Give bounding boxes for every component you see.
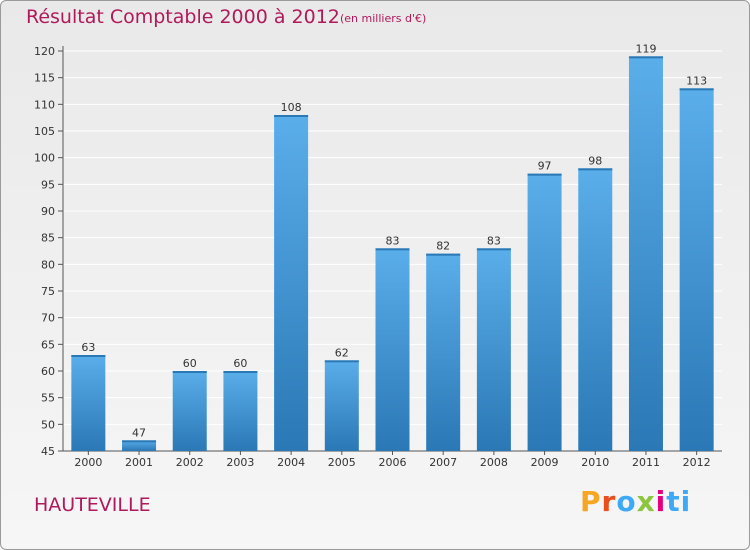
bar — [324, 360, 359, 451]
x-tick-label: 2004 — [277, 456, 305, 469]
bar — [122, 440, 157, 451]
x-tick-label: 2001 — [125, 456, 153, 469]
y-tick-label: 45 — [41, 445, 55, 458]
y-tick-label: 100 — [34, 152, 55, 165]
x-tick-label: 2009 — [531, 456, 559, 469]
y-tick-label: 55 — [41, 392, 55, 405]
x-tick-label: 2006 — [379, 456, 407, 469]
chart-title: Résultat Comptable 2000 à 2012 — [26, 6, 340, 28]
data-label: 119 — [635, 42, 656, 55]
bar — [375, 248, 410, 451]
proxiti-logo[interactable]: Proxiti — [580, 485, 691, 518]
bar-cap — [71, 355, 106, 357]
data-label: 113 — [686, 74, 707, 87]
labels: 63 47 60 60 108 62 83 82 83 97 98 119 113 — [81, 42, 707, 439]
y-tick-label: 80 — [41, 258, 55, 271]
data-label: 82 — [436, 240, 450, 253]
bar-cap — [274, 115, 309, 117]
logo-letter: i — [655, 485, 667, 518]
chart-subtitle: (en milliers d'€) — [340, 12, 427, 25]
x-tick-label: 2008 — [480, 456, 508, 469]
x-tick-label: 2000 — [74, 456, 102, 469]
y-tick-label: 90 — [41, 205, 55, 218]
data-label: 63 — [81, 341, 95, 354]
y-tick-label: 65 — [41, 338, 55, 351]
data-label: 60 — [183, 357, 197, 370]
bar-cap — [223, 371, 258, 373]
y-tick-label: 50 — [41, 418, 55, 431]
x-tick-label: 2005 — [328, 456, 356, 469]
logo-letter: x — [636, 485, 656, 518]
y-tick-label: 105 — [34, 125, 55, 138]
data-label: 98 — [588, 154, 602, 167]
data-label: 60 — [233, 357, 247, 370]
data-label: 62 — [335, 346, 349, 359]
y-tick-label: 110 — [34, 98, 55, 111]
bar-cap — [426, 253, 461, 256]
logo-letter: r — [601, 485, 617, 518]
y-tick-label: 120 — [34, 45, 55, 58]
bar — [628, 56, 663, 451]
bar-cap — [172, 371, 207, 373]
bar — [679, 88, 714, 451]
x-tick-label: 2002 — [176, 456, 204, 469]
data-label: 97 — [538, 160, 552, 173]
x-tick-label: 2003 — [226, 456, 254, 469]
data-label: 108 — [281, 101, 302, 114]
logo-letter: ti — [666, 485, 692, 518]
data-label: 47 — [132, 426, 146, 439]
bar — [527, 173, 562, 451]
bar-cap — [628, 56, 663, 59]
x-tick-label: 2007 — [429, 456, 457, 469]
bar-cap — [578, 168, 613, 171]
bars — [71, 56, 714, 452]
y-tick-label: 75 — [41, 285, 55, 298]
logo-letter: P — [580, 485, 602, 518]
bar — [274, 115, 309, 451]
bar — [71, 355, 106, 451]
bar — [476, 248, 511, 451]
bar-cap — [476, 248, 511, 251]
bar-cap — [679, 88, 714, 91]
y-tick-label: 60 — [41, 365, 55, 378]
data-label: 83 — [487, 234, 501, 247]
x-tick-label: 2010 — [581, 456, 609, 469]
y-tick-label: 85 — [41, 232, 55, 245]
bar-cap — [375, 248, 410, 251]
data-label: 83 — [386, 234, 400, 247]
y-tick-label: 95 — [41, 178, 55, 191]
bar-cap — [527, 173, 562, 176]
x-tick-label: 2012 — [683, 456, 711, 469]
y-tick-label: 115 — [34, 72, 55, 85]
bar — [578, 168, 613, 452]
bar — [172, 371, 207, 451]
bar — [223, 371, 258, 451]
logo-letter: o — [616, 485, 637, 518]
bar-cap — [324, 360, 359, 363]
bar — [426, 253, 461, 451]
y-tick-label: 70 — [41, 312, 55, 325]
bar-cap — [122, 440, 157, 443]
place-name: HAUTEVILLE — [34, 494, 151, 516]
x-tick-label: 2011 — [632, 456, 660, 469]
